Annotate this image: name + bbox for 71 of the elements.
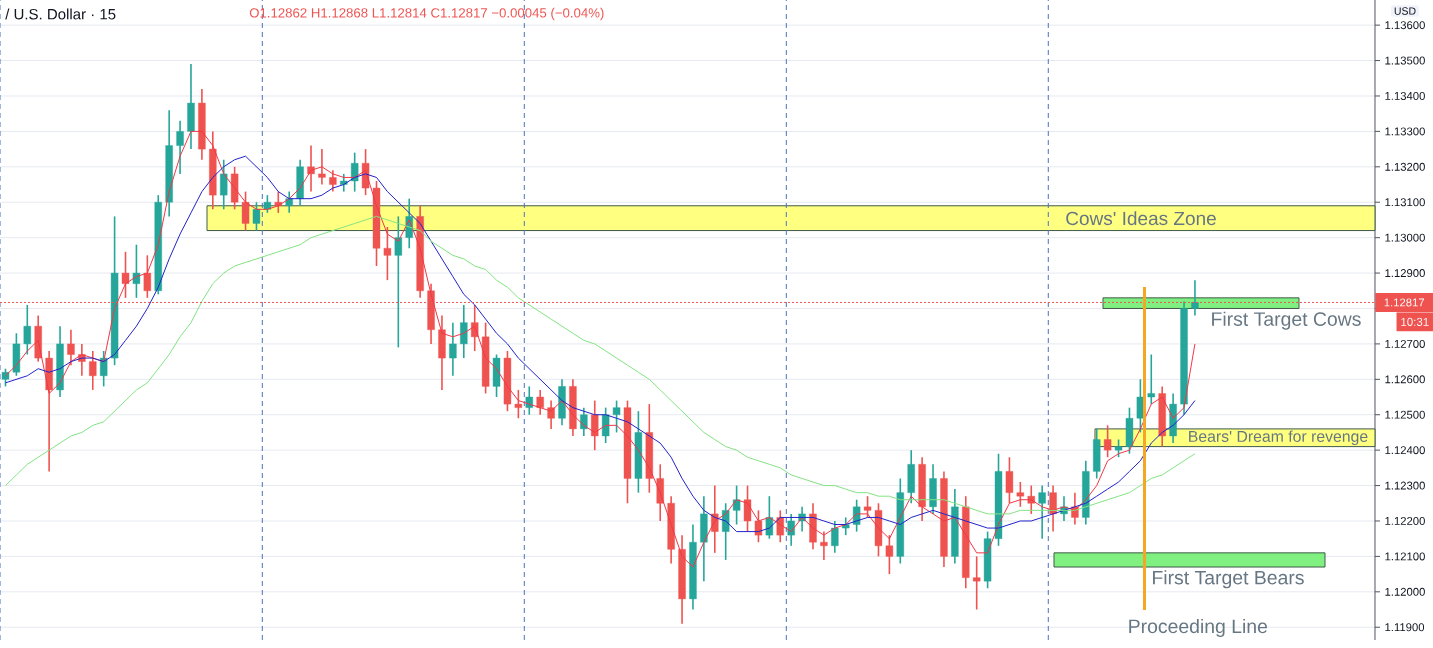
- y-tick-label: 1.13100: [1385, 198, 1425, 207]
- y-tick-label: 1.12200: [1385, 516, 1425, 525]
- band-label: First Target Bears: [1153, 570, 1304, 589]
- candlestick: [820, 530, 828, 561]
- candlestick: [350, 151, 359, 193]
- ref-line-label: 1.12817: [1384, 298, 1425, 307]
- candlestick: [132, 243, 141, 299]
- y-tick-label: 1.12900: [1385, 269, 1425, 278]
- candlestick: [536, 389, 544, 416]
- candlestick: [241, 190, 250, 232]
- candlestick: [1038, 484, 1046, 540]
- candlestick: [460, 304, 468, 359]
- candlestick: [612, 399, 621, 434]
- chart-title: / U.S. Dollar · 15: [5, 8, 116, 20]
- y-tick-label: 1.12100: [1385, 552, 1425, 561]
- y-axis-title: USD: [1394, 7, 1416, 15]
- candlestick: [329, 169, 337, 193]
- candlestick: [525, 385, 533, 416]
- candlestick: [601, 406, 610, 444]
- candlestick: [863, 495, 872, 519]
- y-tick-label: 1.12700: [1385, 339, 1425, 348]
- candlestick: [885, 534, 894, 575]
- candlestick: [514, 389, 523, 420]
- band-label: First Target Cows: [1212, 311, 1361, 330]
- y-tick-label: 1.13200: [1385, 162, 1425, 171]
- candlestick: [274, 190, 282, 214]
- band-label: Bears' Dream for revenge: [1189, 430, 1368, 446]
- y-tick-label: 1.13600: [1385, 21, 1425, 30]
- candlestick: [89, 350, 97, 391]
- text: 10:31: [1401, 317, 1429, 326]
- candlestick: [394, 215, 403, 349]
- candlestick: [318, 148, 326, 186]
- candlestick: [449, 321, 457, 377]
- candlestick: [220, 158, 228, 211]
- candlestick: [580, 406, 588, 437]
- candlestick: [1005, 456, 1014, 505]
- candlestick: [252, 201, 261, 232]
- candlestick: [121, 251, 130, 299]
- candlestick: [722, 502, 730, 561]
- y-tick-label: 1.11900: [1385, 623, 1425, 632]
- candlestick: [285, 190, 293, 214]
- candlestick: [972, 555, 981, 611]
- candlestick: [176, 119, 184, 175]
- candlestick: [1191, 279, 1199, 317]
- y-tick-label: 1.13000: [1385, 233, 1425, 242]
- y-tick-label: 1.13500: [1385, 56, 1425, 65]
- candlestick: [732, 484, 741, 526]
- candlestick: [1103, 424, 1112, 459]
- candlestick: [754, 509, 763, 544]
- y-tick-label: 1.12300: [1385, 481, 1425, 490]
- candlestick: [67, 328, 75, 366]
- candlestick: [591, 399, 599, 451]
- y-tick-label: 1.12000: [1385, 587, 1425, 596]
- candlestick: [23, 304, 31, 356]
- candlestick: [383, 226, 392, 281]
- y-tick-label: 1.12400: [1385, 446, 1425, 455]
- text: O1.12862 H1.12868 L1.12814 C1.12817 −0.00045 (−0.04%): [249, 7, 604, 21]
- y-tick-label: 1.12500: [1385, 410, 1425, 419]
- candlestick: [99, 350, 108, 388]
- band-label: Cows' Ideas Zone: [1066, 211, 1216, 226]
- y-tick-label: 1.13400: [1385, 91, 1425, 100]
- candlestick: [1049, 484, 1057, 533]
- candlestick: [1016, 481, 1025, 508]
- y-tick-label: 1.13300: [1385, 127, 1425, 136]
- annotation: Proceeding Line: [1129, 618, 1267, 638]
- candlestick: [1147, 353, 1155, 405]
- candlestick: [743, 484, 752, 533]
- candlestick: [831, 520, 839, 554]
- candlestick: [1136, 378, 1145, 434]
- candlestick: [143, 254, 152, 299]
- y-tick-label: 1.12600: [1385, 375, 1425, 384]
